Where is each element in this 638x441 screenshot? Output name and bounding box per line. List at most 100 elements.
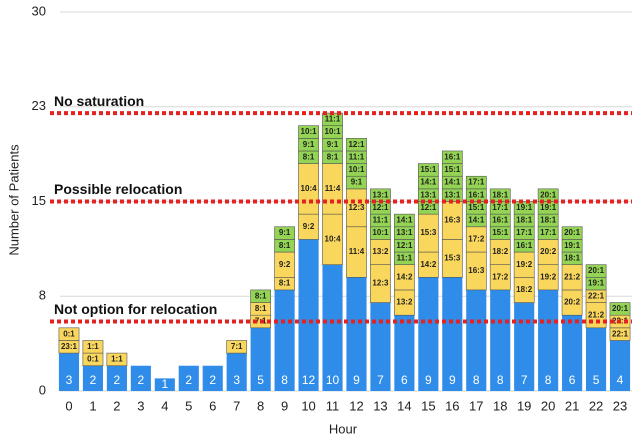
segment-label: 9:1 [327,140,339,149]
segment-label: 16:1 [468,190,485,199]
segment-value: 2 [185,373,192,387]
segment-label: 13:1 [396,228,413,237]
segment-label: 13:2 [372,247,389,256]
segment-label: 11:1 [349,152,365,161]
x-tick-label: 15 [421,398,435,413]
segment-label: 9:2 [279,260,291,269]
x-tick-label: 19 [517,398,531,413]
segment-value: 5 [593,373,600,387]
bar-segment [490,289,511,391]
segment-label: 12:1 [372,203,389,212]
bar-segment [274,289,295,391]
segment-label: 10:1 [325,127,342,136]
segment-label: 22:1 [588,291,605,300]
bar-segment [298,125,319,139]
segment-label: 19:2 [516,260,533,269]
segment-label: 14:1 [396,216,413,225]
segment-label: 18:2 [516,285,533,294]
bar-segment [274,226,295,240]
bar-segment [58,353,80,391]
bar-segment [609,302,631,316]
segment-label: 15:3 [444,253,461,262]
bar-segment [106,352,128,367]
bar-segment [394,213,415,228]
y-tick-label: 0 [39,382,46,397]
bar-segment [346,277,367,391]
segment-value: 5 [257,373,264,387]
segment-label: 9:2 [303,222,315,231]
segment-label: 11:1 [325,114,341,123]
segment-value: 4 [617,373,624,387]
segment-label: 8:1 [255,291,267,300]
x-tick-label: 13 [373,398,387,413]
x-tick-label: 2 [113,398,120,413]
segment-label: 8:1 [255,304,267,313]
segment-label: 17:2 [468,235,485,244]
segment-label: 15:3 [420,228,437,237]
segment-label: 9:1 [303,140,315,149]
segment-value: 3 [66,373,73,387]
segment-label: 14:2 [420,260,437,269]
segment-label: 14:1 [420,178,437,187]
segment-label: 19:1 [516,203,533,212]
segment-label: 20:2 [540,247,557,256]
segment-value: 8 [545,373,552,387]
segment-label: 14:1 [468,216,485,225]
segment-label: 13:1 [444,190,461,199]
x-tick-label: 17 [469,398,483,413]
segment-label: 12:1 [396,241,413,250]
segment-label: 13:1 [372,190,389,199]
segment-value: 9 [425,373,432,387]
x-tick-label: 4 [161,398,168,413]
bar-segment [562,315,583,391]
bar-segment [346,138,367,152]
bar-segment [442,277,463,391]
segment-label: 17:1 [540,228,557,237]
bar-segment [513,201,535,215]
segment-label: 21:2 [588,310,605,319]
segment-label: 17:2 [492,272,509,281]
segment-label: 21:2 [564,272,581,281]
bar-segment [250,327,271,391]
segment-label: 12:1 [420,203,437,212]
y-tick-label: 23 [32,98,46,113]
segment-label: 11:1 [397,253,413,262]
segment-label: 10:1 [348,165,365,174]
segment-label: 19:1 [564,241,581,250]
segment-label: 11:4 [349,247,365,256]
segment-value: 2 [90,373,97,387]
segment-label: 9:1 [351,178,363,187]
segment-label: 10:4 [325,235,342,244]
segment-label: 18:2 [492,247,509,256]
segment-label: 18:1 [516,216,533,225]
segment-value: 7 [521,373,528,387]
x-tick-label: 7 [233,398,240,413]
bar-segment [466,289,487,391]
x-tick-label: 6 [209,398,216,413]
bar-segment [130,365,151,391]
x-tick-label: 11 [326,398,340,413]
segment-label: 10:1 [301,127,318,136]
y-tick-label: 8 [39,288,46,303]
x-tick-label: 8 [257,398,264,413]
x-tick-label: 21 [565,398,579,413]
bar-segment [561,226,583,240]
bar-segment [538,289,559,391]
segment-label: 19:1 [540,203,557,212]
segment-label: 0:1 [63,329,75,338]
segment-label: 14:1 [444,178,461,187]
bar-segment [250,289,272,303]
bar-segment [394,315,415,391]
segment-label: 13:1 [420,190,437,199]
segment-label: 8:1 [279,241,291,250]
bar-segment [202,365,223,391]
segment-value: 1 [161,377,168,391]
segment-label: 20:1 [540,190,557,199]
segment-label: 12:3 [372,279,389,288]
segment-label: 20:1 [612,304,629,313]
segment-label: 20:1 [564,228,581,237]
segment-label: 1:1 [111,355,123,364]
bar-segment [226,353,247,391]
segment-label: 9:1 [279,228,291,237]
